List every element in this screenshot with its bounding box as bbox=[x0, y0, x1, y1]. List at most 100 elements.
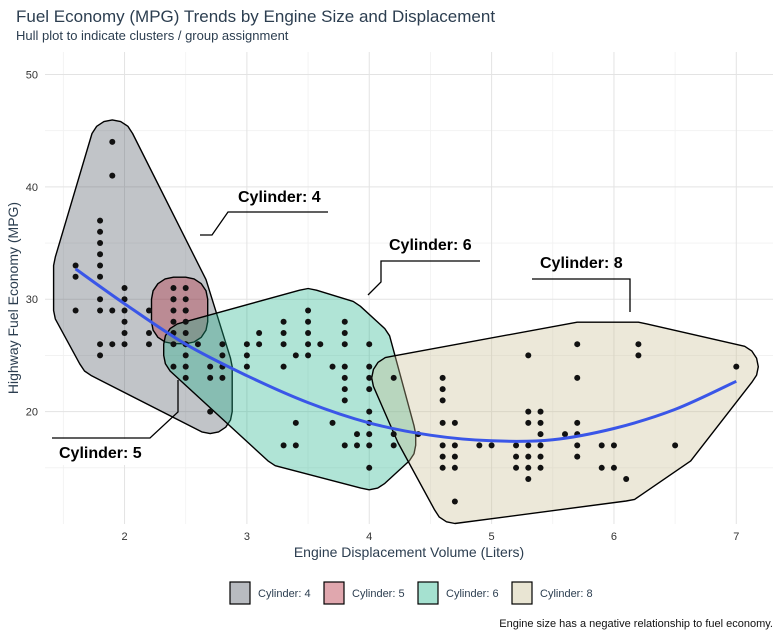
x-tick-label: 6 bbox=[611, 531, 617, 543]
trend-curve bbox=[74, 267, 737, 443]
data-point bbox=[341, 329, 348, 336]
data-point bbox=[439, 386, 446, 393]
data-point bbox=[72, 307, 79, 314]
data-point bbox=[525, 352, 532, 359]
data-point bbox=[207, 408, 214, 415]
data-point bbox=[97, 217, 104, 224]
data-point bbox=[451, 442, 458, 449]
data-point bbox=[305, 318, 312, 325]
data-point bbox=[635, 341, 642, 348]
data-point bbox=[366, 408, 373, 415]
data-point bbox=[513, 442, 520, 449]
data-point bbox=[219, 352, 226, 359]
data-point bbox=[329, 419, 336, 426]
data-point bbox=[182, 363, 189, 370]
data-point bbox=[317, 341, 324, 348]
data-point bbox=[219, 374, 226, 381]
data-point bbox=[672, 442, 679, 449]
data-point bbox=[121, 307, 128, 314]
data-point bbox=[121, 341, 128, 348]
data-point bbox=[146, 329, 152, 336]
data-point bbox=[170, 318, 177, 325]
data-point bbox=[182, 329, 189, 336]
legend-item-cylinder-6: Cylinder: 6 bbox=[417, 581, 499, 605]
data-point bbox=[292, 352, 299, 359]
data-point bbox=[182, 296, 189, 303]
legend-label: Cylinder: 4 bbox=[258, 588, 311, 600]
x-tick-label: 2 bbox=[121, 531, 127, 543]
data-point bbox=[341, 442, 348, 449]
data-point bbox=[439, 397, 446, 404]
data-point bbox=[72, 273, 79, 280]
data-point bbox=[280, 318, 287, 325]
data-point bbox=[598, 442, 605, 449]
data-point bbox=[513, 464, 520, 471]
data-point bbox=[97, 341, 104, 348]
data-point bbox=[170, 296, 177, 303]
data-point bbox=[97, 262, 104, 269]
annotation-cylinder-6: Cylinder: 6 bbox=[389, 237, 472, 254]
legend-swatch bbox=[229, 581, 251, 605]
data-point bbox=[97, 352, 104, 359]
data-point bbox=[121, 296, 128, 303]
legend-item-cylinder-4: Cylinder: 4 bbox=[229, 581, 311, 605]
data-point bbox=[194, 341, 201, 348]
legend-swatch bbox=[511, 581, 533, 605]
data-point bbox=[366, 431, 373, 438]
data-point bbox=[182, 352, 189, 359]
data-point bbox=[537, 431, 544, 438]
data-point bbox=[97, 273, 104, 280]
data-point bbox=[733, 363, 740, 370]
data-point bbox=[256, 341, 263, 348]
data-point bbox=[256, 329, 263, 336]
data-point bbox=[146, 341, 152, 348]
data-point bbox=[280, 329, 287, 336]
data-point bbox=[341, 363, 348, 370]
data-point bbox=[390, 442, 397, 449]
data-point bbox=[170, 363, 177, 370]
data-point bbox=[574, 374, 581, 381]
data-point bbox=[610, 442, 617, 449]
data-point bbox=[329, 363, 336, 370]
data-point bbox=[341, 374, 348, 381]
data-point bbox=[219, 341, 226, 348]
data-point bbox=[439, 374, 446, 381]
data-point bbox=[292, 442, 299, 449]
axis-ticks: 2 3 4 5 6 7 20 30 40 50 bbox=[26, 69, 740, 543]
annotation-cylinder-5: Cylinder: 5 bbox=[59, 445, 142, 462]
data-point bbox=[109, 307, 116, 314]
data-point bbox=[390, 431, 397, 438]
data-point bbox=[451, 419, 458, 426]
x-axis-title: Engine Displacement Volume (Liters) bbox=[294, 544, 524, 560]
data-point bbox=[280, 341, 287, 348]
annotation-leader-line bbox=[52, 380, 179, 439]
data-point bbox=[305, 307, 312, 314]
data-point bbox=[243, 363, 250, 370]
data-point bbox=[525, 442, 532, 449]
data-point bbox=[121, 329, 128, 336]
legend-swatch bbox=[323, 581, 345, 605]
chart-caption: Engine size has a negative relationship … bbox=[499, 618, 773, 630]
data-point bbox=[574, 442, 581, 449]
chart-title: Fuel Economy (MPG) Trends by Engine Size… bbox=[16, 7, 495, 26]
hull-cylinder-5 bbox=[150, 276, 209, 345]
data-point bbox=[574, 419, 581, 426]
data-point bbox=[305, 352, 312, 359]
annotation-background bbox=[50, 439, 150, 465]
data-point bbox=[537, 408, 544, 415]
data-point bbox=[562, 431, 568, 438]
data-point bbox=[537, 464, 544, 471]
data-point bbox=[207, 363, 214, 370]
x-tick-label: 4 bbox=[366, 531, 372, 543]
data-point bbox=[243, 352, 250, 359]
data-point bbox=[341, 318, 348, 325]
annotation-cylinder-4: Cylinder: 4 bbox=[238, 189, 321, 206]
data-point bbox=[97, 307, 104, 314]
data-point bbox=[366, 386, 373, 393]
data-point bbox=[109, 341, 116, 348]
cluster-hulls bbox=[52, 119, 759, 525]
y-tick-label: 50 bbox=[26, 69, 38, 81]
data-point bbox=[366, 442, 373, 449]
data-point bbox=[451, 453, 458, 460]
data-point bbox=[121, 285, 128, 291]
